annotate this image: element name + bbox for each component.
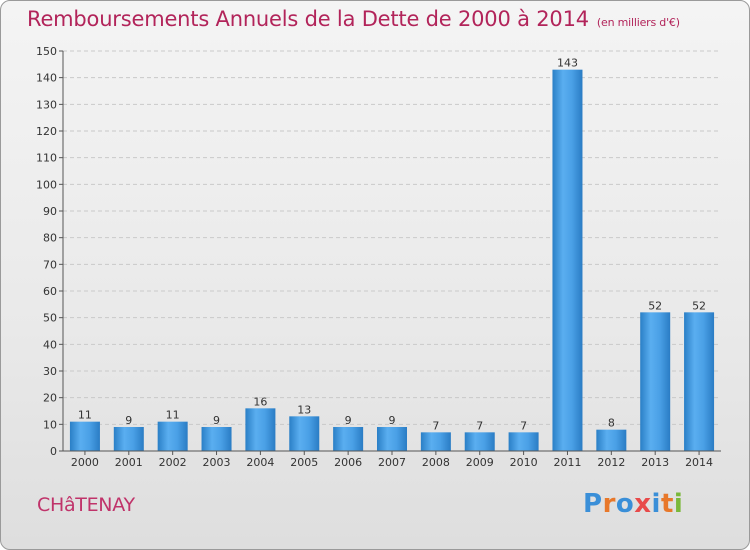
bar-value-label: 13 bbox=[297, 403, 311, 416]
bar bbox=[201, 427, 232, 451]
bar-value-label: 7 bbox=[432, 419, 439, 432]
logo-letter: t bbox=[660, 489, 674, 519]
bar-value-label: 7 bbox=[520, 419, 527, 432]
logo-letter: r bbox=[602, 489, 616, 519]
y-tick-label: 110 bbox=[36, 152, 57, 165]
y-tick-label: 20 bbox=[43, 392, 57, 405]
y-axis: 0 10 20 30 40 50 60 70 80 90 100 110 120 130 140 150 bbox=[36, 45, 64, 458]
bar bbox=[420, 432, 451, 451]
y-tick-label: 60 bbox=[43, 285, 57, 298]
bar bbox=[289, 416, 320, 451]
bar bbox=[333, 427, 364, 451]
y-tick-label: 90 bbox=[43, 205, 57, 218]
bar bbox=[684, 312, 715, 451]
bar bbox=[377, 427, 407, 451]
x-tick-label: 2004 bbox=[246, 456, 274, 469]
bar-value-label: 9 bbox=[213, 414, 220, 427]
bar-value-label: 16 bbox=[253, 395, 267, 408]
proxiti-logo: Proxiti bbox=[583, 489, 683, 519]
y-tick-label: 130 bbox=[36, 98, 57, 111]
bar bbox=[464, 432, 495, 451]
bar bbox=[552, 69, 583, 452]
y-tick-label: 30 bbox=[43, 365, 57, 378]
x-tick-label: 2013 bbox=[641, 456, 669, 469]
bar-value-label: 52 bbox=[692, 299, 706, 312]
y-tick-label: 10 bbox=[43, 418, 57, 431]
x-axis: 2000 2001 2002 2003 2004 2005 2006 2007 2008 2009… bbox=[63, 450, 721, 469]
x-tick-label: 2012 bbox=[597, 456, 625, 469]
x-tick-label: 2001 bbox=[115, 456, 143, 469]
bar bbox=[69, 421, 100, 451]
x-tick-label: 2011 bbox=[553, 456, 581, 469]
logo-letter: o bbox=[615, 489, 635, 519]
chart-title: Remboursements Annuels de la Dette de 20… bbox=[27, 7, 680, 31]
city-name: CHâTENAY bbox=[37, 494, 135, 516]
bar-value-label: 8 bbox=[608, 417, 615, 430]
x-tick-label: 2014 bbox=[685, 456, 713, 469]
bar-value-label: 143 bbox=[557, 57, 578, 70]
title-text: Remboursements Annuels de la Dette de 20… bbox=[27, 7, 589, 31]
y-tick-label: 50 bbox=[43, 312, 57, 325]
y-tick-label: 150 bbox=[36, 45, 57, 58]
x-tick-label: 2007 bbox=[378, 456, 406, 469]
x-tick-label: 2002 bbox=[159, 456, 187, 469]
chart-subtitle: (en milliers d'€) bbox=[596, 16, 680, 29]
bar-value-label: 11 bbox=[166, 409, 180, 422]
x-tick-label: 2009 bbox=[466, 456, 494, 469]
y-tick-label: 120 bbox=[36, 125, 57, 138]
bar bbox=[245, 408, 276, 451]
bar-value-label: 52 bbox=[648, 299, 662, 312]
bar-value-label: 9 bbox=[389, 414, 396, 427]
logo-letter: P bbox=[583, 489, 603, 519]
bar bbox=[596, 429, 627, 451]
logo-letter: i bbox=[673, 489, 684, 519]
bars: 11 9 11 9 16 13 9 9 7 7 7 143 8 52 52 bbox=[69, 57, 715, 452]
y-tick-label: 80 bbox=[43, 232, 57, 245]
bar bbox=[640, 312, 671, 451]
bar bbox=[508, 432, 539, 451]
x-tick-label: 2008 bbox=[422, 456, 450, 469]
logo-letter: x bbox=[634, 489, 652, 519]
y-tick-label: 140 bbox=[36, 72, 57, 85]
y-tick-label: 70 bbox=[43, 258, 57, 271]
bar-value-label: 7 bbox=[476, 419, 483, 432]
bar-value-label: 9 bbox=[125, 414, 132, 427]
bar-value-label: 11 bbox=[78, 409, 92, 422]
x-tick-label: 2010 bbox=[510, 456, 538, 469]
y-tick-label: 0 bbox=[50, 445, 57, 458]
logo-letter: i bbox=[651, 489, 661, 519]
bar-value-label: 9 bbox=[345, 414, 352, 427]
x-tick-label: 2003 bbox=[203, 456, 231, 469]
x-tick-label: 2005 bbox=[290, 456, 318, 469]
bar bbox=[113, 427, 144, 451]
x-tick-label: 2000 bbox=[71, 456, 99, 469]
y-tick-label: 40 bbox=[43, 338, 57, 351]
bar bbox=[157, 421, 188, 451]
y-tick-label: 100 bbox=[36, 178, 57, 191]
grid bbox=[63, 50, 721, 425]
x-tick-label: 2006 bbox=[334, 456, 362, 469]
